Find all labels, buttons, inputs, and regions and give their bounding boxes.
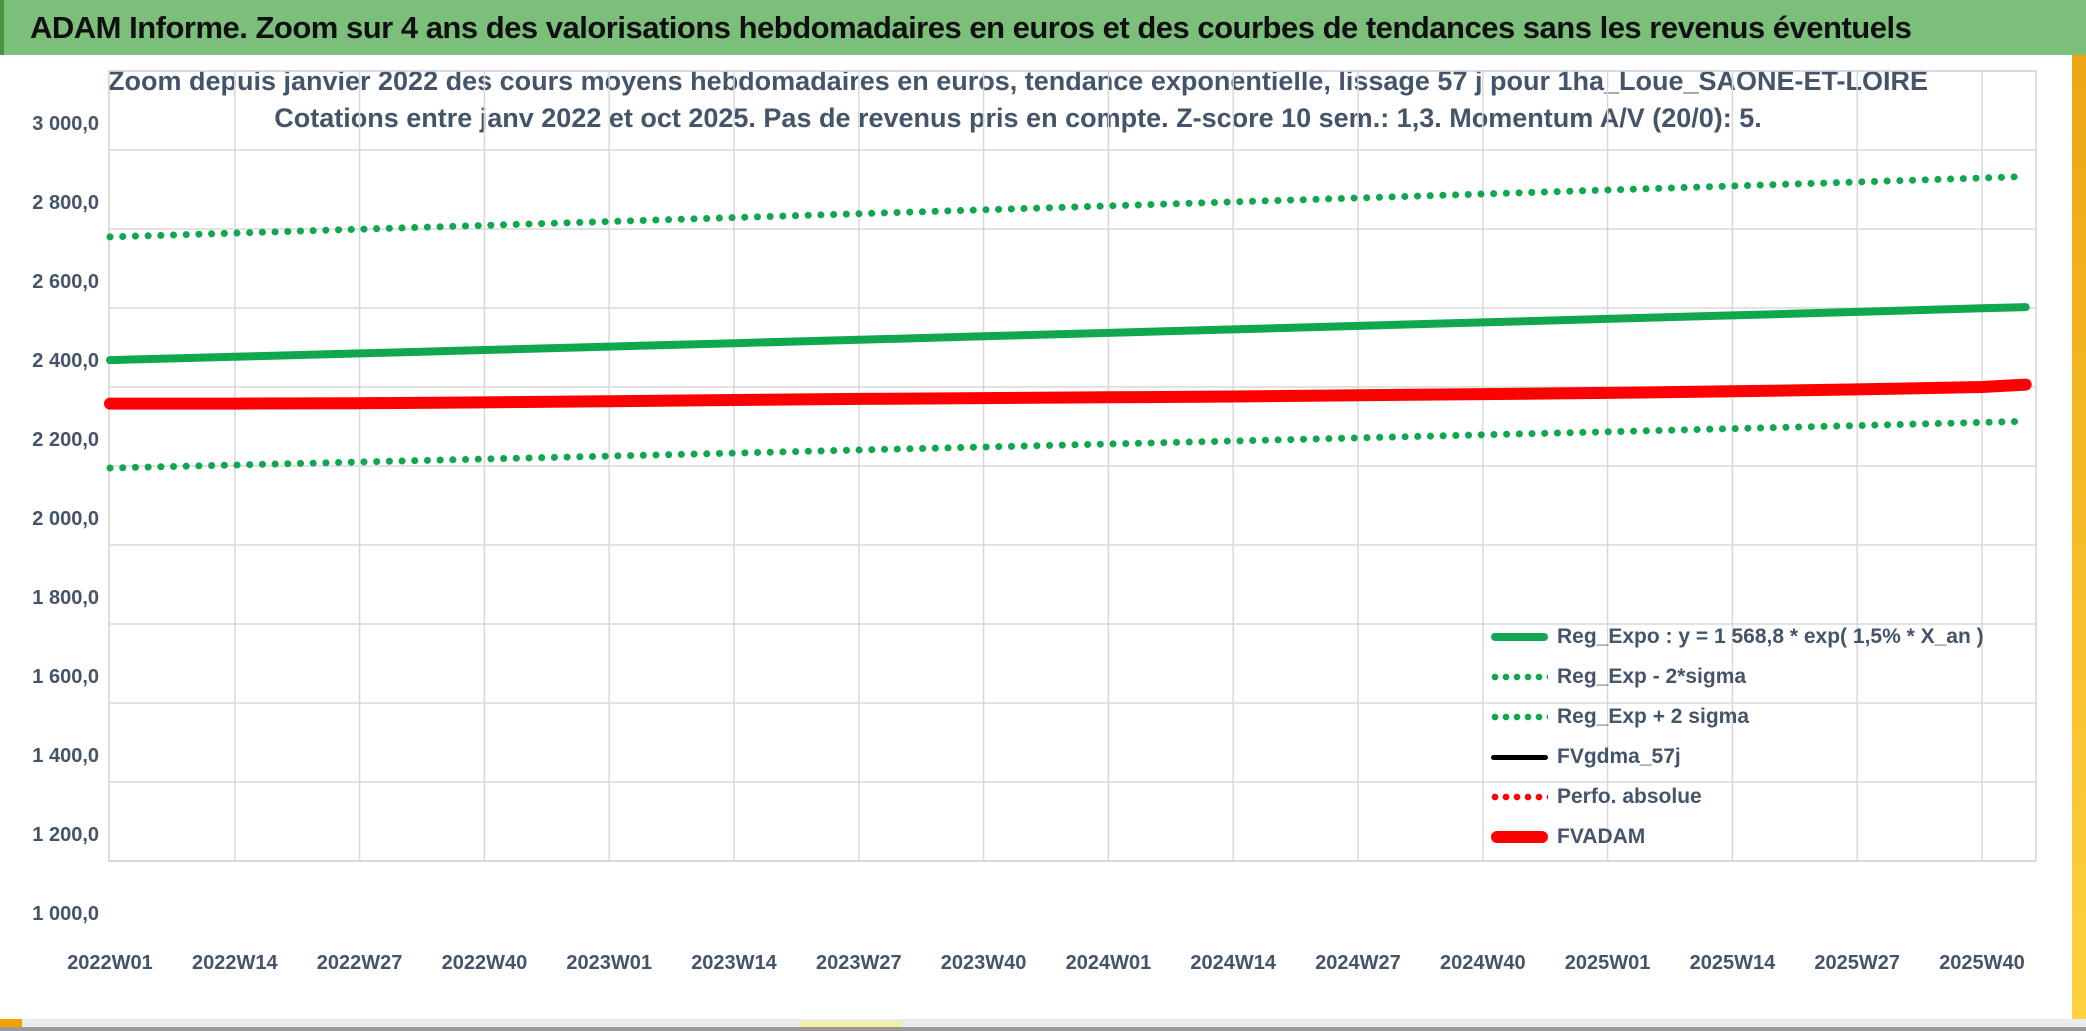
legend-item-fvadam[interactable]: FVADAM (1491, 817, 1984, 857)
legend-line-sample (1491, 713, 1548, 721)
legend-item-fvgdma_57j[interactable]: FVgdma_57j (1491, 737, 1984, 777)
x-axis-tick-label: 2022W40 (441, 952, 528, 974)
x-axis-tick-label: 2023W14 (691, 952, 777, 974)
right-column-highlight (2072, 55, 2086, 1027)
y-axis-tick-label: 1 200,0 (32, 824, 99, 846)
y-axis-tick-label: 1 800,0 (32, 587, 99, 609)
y-axis-tick-label: 2 200,0 (32, 429, 99, 451)
legend-label: Reg_Exp - 2*sigma (1557, 665, 1747, 688)
legend-item-reg_expo[interactable]: Reg_Expo : y = 1 568,8 * exp( 1,5% * X_a… (1491, 617, 1984, 657)
legend-label: FVgdma_57j (1557, 745, 1681, 768)
legend-line-sample (1491, 633, 1548, 641)
legend-label: Reg_Exp + 2 sigma (1557, 705, 1750, 728)
chart-title-line2: Cotations entre janv 2022 et oct 2025. P… (274, 103, 1762, 133)
y-axis-tick-label: 1 400,0 (32, 745, 99, 767)
x-axis-tick-label: 2023W27 (815, 952, 902, 974)
legend-label: Reg_Expo : y = 1 568,8 * exp( 1,5% * X_a… (1557, 625, 1984, 648)
y-axis-tick-label: 1 000,0 (32, 903, 99, 925)
legend-item-perfo_absolue[interactable]: Perfo. absolue (1491, 777, 1984, 817)
x-axis-tick-label: 2024W01 (1065, 952, 1152, 974)
x-axis-tick-label: 2023W01 (566, 952, 652, 974)
x-axis-tick-label: 2024W27 (1315, 952, 1401, 974)
chart-object[interactable]: Zoom depuis janvier 2022 des cours moyen… (0, 55, 2070, 1020)
bottom-row (0, 1019, 2086, 1027)
y-axis-tick-label: 2 000,0 (32, 508, 99, 530)
report-header: ADAM Informe. Zoom sur 4 ans des valoris… (0, 0, 2086, 55)
report-title: ADAM Informe. Zoom sur 4 ans des valoris… (30, 10, 1912, 45)
x-axis-tick-label: 2025W40 (1939, 952, 2025, 974)
legend-item-reg_exp_minus_2sigma[interactable]: Reg_Exp - 2*sigma (1491, 657, 1984, 697)
series-line-reg_exp_plus_2sigma[interactable] (106, 173, 2030, 241)
x-axis-tick-label: 2024W40 (1439, 952, 1526, 974)
legend-label: Perfo. absolue (1557, 785, 1702, 808)
yellow-cell-chip (800, 1021, 902, 1027)
x-axis-tick-label: 2024W14 (1190, 952, 1276, 974)
y-axis-tick-label: 3 000,0 (32, 113, 99, 135)
plot-area[interactable] (0, 0, 2086, 976)
x-axis-tick-label: 2022W01 (67, 952, 153, 974)
series-line-reg_exp_minus_2sigma[interactable] (106, 417, 2030, 472)
header-left-accent (0, 0, 4, 55)
legend-line-sample (1491, 673, 1548, 681)
orange-cell-chip-bottom (0, 1019, 22, 1027)
legend-item-reg_exp_plus_2sigma[interactable]: Reg_Exp + 2 sigma (1491, 697, 1984, 737)
legend-line-sample (1491, 793, 1548, 801)
legend-label: FVADAM (1557, 825, 1646, 848)
bottom-gridline (0, 1027, 2086, 1031)
series-line-fvadam[interactable] (104, 378, 2032, 410)
x-axis-tick-label: 2022W27 (316, 952, 403, 974)
x-axis-tick-label: 2025W27 (1814, 952, 1900, 974)
y-axis-tick-label: 2 600,0 (32, 271, 99, 293)
y-axis-tick-label: 1 600,0 (32, 666, 99, 688)
series-line-reg_expo[interactable] (106, 303, 2030, 365)
x-axis-tick-label: 2023W40 (940, 952, 1027, 974)
y-axis-tick-label: 2 800,0 (32, 192, 99, 214)
x-axis-tick-label: 2022W14 (191, 952, 278, 974)
x-axis-tick-label: 2025W14 (1689, 952, 1776, 974)
x-axis-tick-label: 2025W01 (1564, 952, 1651, 974)
chart-legend[interactable]: Reg_Expo : y = 1 568,8 * exp( 1,5% * X_a… (1491, 617, 1984, 857)
legend-line-sample (1491, 754, 1548, 760)
y-axis-tick-label: 2 400,0 (32, 350, 99, 372)
legend-line-sample (1491, 831, 1548, 843)
